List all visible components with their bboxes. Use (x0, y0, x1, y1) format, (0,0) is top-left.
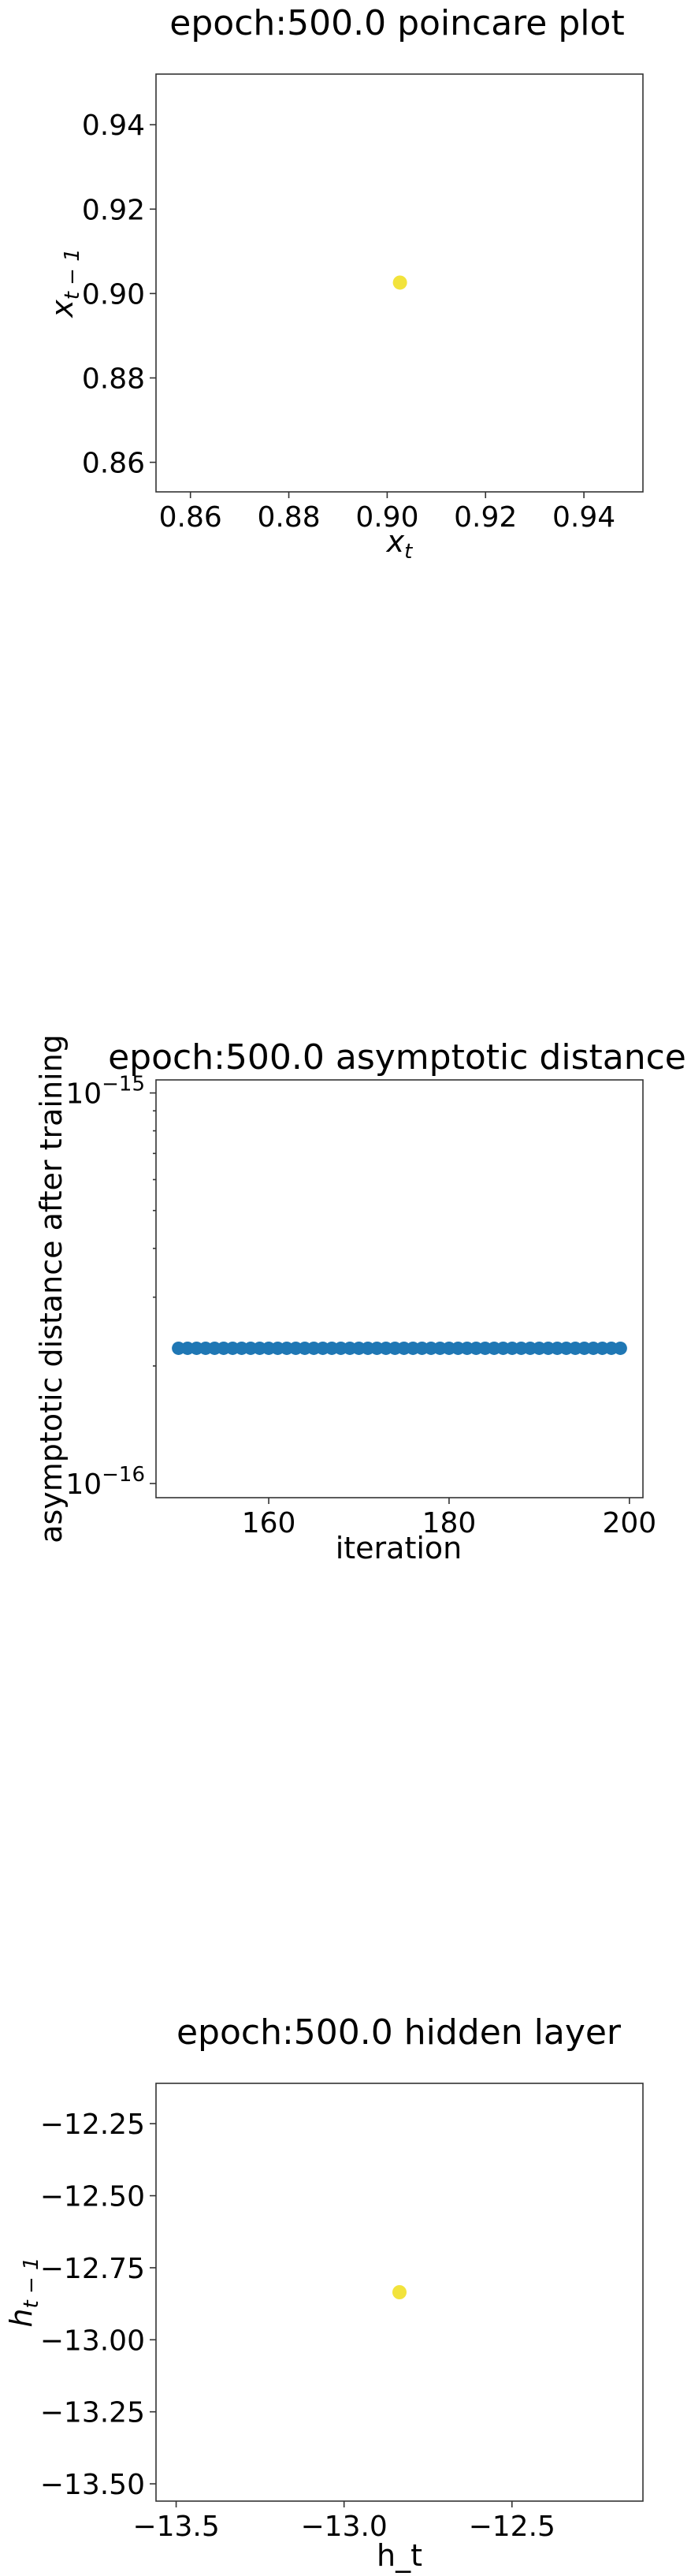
y-tick-label: 0.94 (82, 110, 145, 142)
x-tick-label: 160 (242, 1507, 296, 1539)
y-ticks: 0.86 0.88 0.90 0.92 0.94 (82, 110, 156, 480)
x-tick-label: −13.5 (132, 2511, 219, 2543)
x-axis-label: iteration (336, 1531, 463, 1565)
y-tick-label: 0.88 (82, 363, 145, 395)
y-ticks: −13.50 −13.25 −13.00 −12.75 −12.50 −12.25 (40, 2109, 156, 2501)
plot-frame (155, 2083, 644, 2502)
data-points (392, 2285, 407, 2299)
chart-title: epoch:500.0 hidden layer (176, 2012, 622, 2053)
chart-asymptotic-distance: epoch:500.0 asymptotic distance 160 180 20… (34, 1034, 686, 1565)
y-minor-ticks (153, 1110, 156, 1367)
x-axis-label: xt (386, 524, 414, 564)
y-tick-label: 0.86 (82, 448, 145, 480)
x-tick-label: 0.86 (159, 501, 222, 534)
y-ticks: 10−16 10−15 (65, 1073, 156, 1501)
x-ticks: −13.5 −13.0 −12.5 (132, 2501, 555, 2543)
chart-title: epoch:500.0 poincare plot (169, 3, 624, 43)
chart-title: epoch:500.0 asymptotic distance (108, 1037, 686, 1078)
data-point (613, 1341, 627, 1355)
y-tick-label: −12.75 (40, 2253, 145, 2285)
plot-frame (155, 73, 644, 493)
x-tick-label: 0.94 (552, 501, 615, 534)
y-tick-label: −13.25 (40, 2397, 145, 2429)
y-tick-label: 10−16 (65, 1463, 145, 1501)
y-tick-label: 10−15 (65, 1073, 145, 1111)
x-tick-label: 0.90 (355, 501, 418, 534)
y-tick-label: −12.50 (40, 2181, 145, 2213)
y-tick-label: −12.25 (40, 2109, 145, 2141)
y-tick-label: −13.00 (40, 2325, 145, 2357)
chart-poincare: epoch:500.0 poincare plot 0.86 0.88 0.90 0.… (45, 3, 644, 564)
x-tick-label: 0.88 (257, 501, 320, 534)
x-tick-label: −12.5 (469, 2511, 555, 2543)
y-axis-label: asymptotic distance after training (34, 1034, 69, 1543)
data-points (392, 275, 407, 290)
x-ticks: 160 180 200 (242, 1498, 656, 1539)
data-points (172, 1341, 627, 1355)
plot-frame (155, 1079, 644, 1498)
y-tick-label: 0.92 (82, 194, 145, 226)
data-point (392, 2285, 407, 2299)
y-tick-label: 0.90 (82, 278, 145, 311)
y-tick-label: −13.50 (40, 2469, 145, 2501)
y-axis-label: xt − 1 (45, 248, 84, 318)
x-tick-label: −13.0 (301, 2511, 388, 2543)
chart-hidden-layer: epoch:500.0 hidden layer −13.5 −13.0 −12.5… (4, 2012, 644, 2573)
x-tick-label: 200 (602, 1507, 656, 1539)
data-point (392, 275, 407, 290)
x-tick-label: 180 (422, 1507, 477, 1539)
y-axis-label: ht − 1 (4, 2257, 43, 2327)
x-ticks: 0.86 0.88 0.90 0.92 0.94 (159, 492, 615, 534)
x-axis-label: h_t (377, 2538, 422, 2573)
x-tick-label: 0.92 (454, 501, 517, 534)
